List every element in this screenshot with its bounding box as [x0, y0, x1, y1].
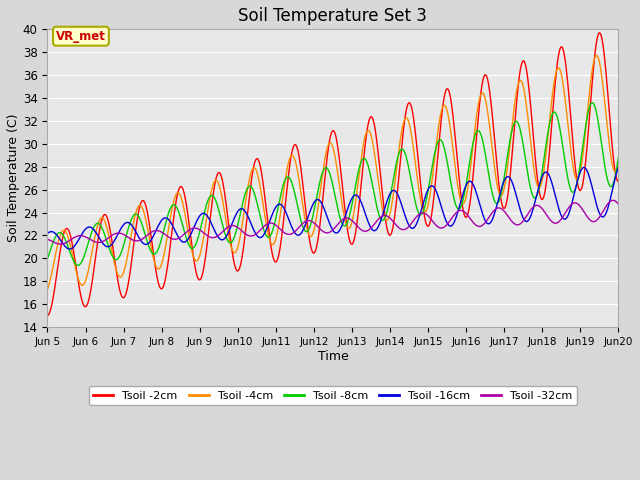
X-axis label: Time: Time [317, 349, 348, 362]
Title: Soil Temperature Set 3: Soil Temperature Set 3 [239, 7, 428, 25]
Text: VR_met: VR_met [56, 30, 106, 43]
Legend: Tsoil -2cm, Tsoil -4cm, Tsoil -8cm, Tsoil -16cm, Tsoil -32cm: Tsoil -2cm, Tsoil -4cm, Tsoil -8cm, Tsoi… [89, 386, 577, 405]
Y-axis label: Soil Temperature (C): Soil Temperature (C) [7, 114, 20, 242]
